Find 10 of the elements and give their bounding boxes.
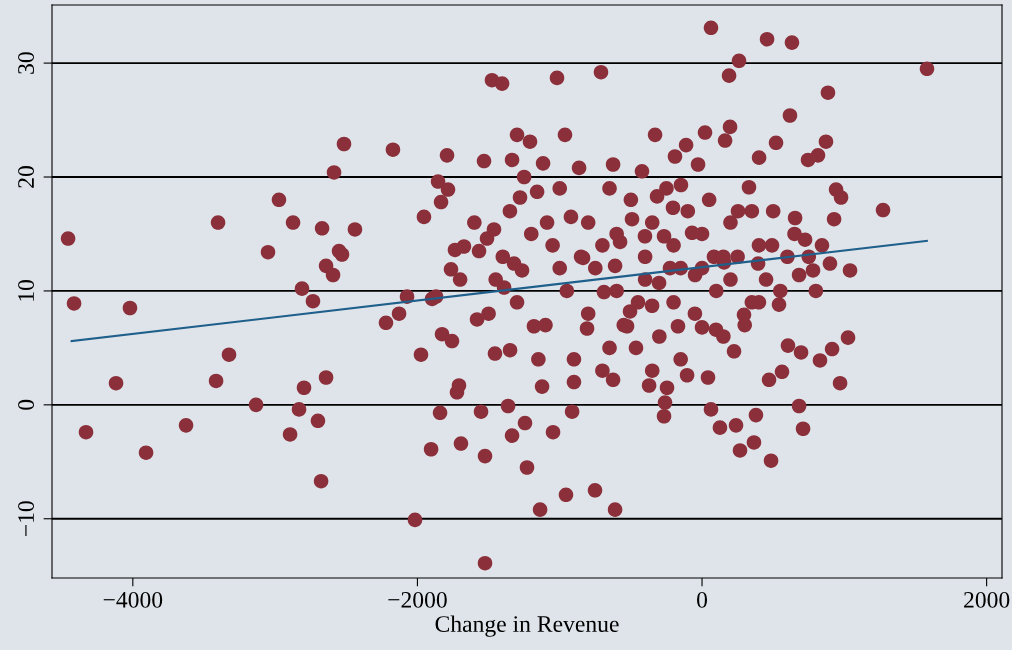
x-axis-title: Change in Revenue — [435, 615, 619, 637]
x-tick-label: −2000 — [388, 591, 447, 608]
x-tick-label: 2000 — [964, 591, 1010, 608]
x-tick-label: 0 — [697, 591, 708, 608]
y-tick-label: 10 — [18, 280, 35, 301]
y-tick-label: 20 — [18, 166, 35, 188]
x-tick-label: −4000 — [103, 591, 163, 608]
y-tick-label: −10 — [18, 501, 35, 537]
y-tick-label: 30 — [18, 52, 35, 74]
y-tick-label: 0 — [18, 399, 35, 410]
